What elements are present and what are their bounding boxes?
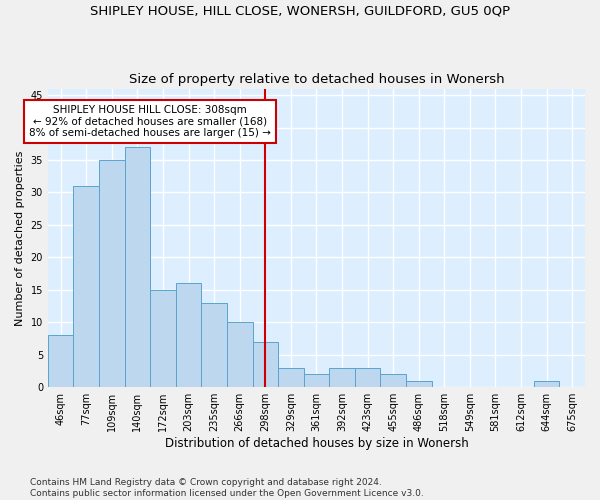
Bar: [176, 284, 202, 387]
Bar: [380, 374, 406, 387]
Bar: [329, 368, 355, 387]
Text: Contains HM Land Registry data © Crown copyright and database right 2024.
Contai: Contains HM Land Registry data © Crown c…: [30, 478, 424, 498]
Bar: [125, 147, 150, 387]
Bar: [73, 186, 99, 387]
Bar: [227, 322, 253, 387]
Bar: [202, 303, 227, 387]
Bar: [48, 336, 73, 387]
Bar: [534, 380, 559, 387]
Bar: [278, 368, 304, 387]
Text: SHIPLEY HOUSE HILL CLOSE: 308sqm
← 92% of detached houses are smaller (168)
8% o: SHIPLEY HOUSE HILL CLOSE: 308sqm ← 92% o…: [29, 105, 271, 138]
Text: SHIPLEY HOUSE, HILL CLOSE, WONERSH, GUILDFORD, GU5 0QP: SHIPLEY HOUSE, HILL CLOSE, WONERSH, GUIL…: [90, 5, 510, 18]
Bar: [304, 374, 329, 387]
X-axis label: Distribution of detached houses by size in Wonersh: Distribution of detached houses by size …: [164, 437, 469, 450]
Bar: [99, 160, 125, 387]
Y-axis label: Number of detached properties: Number of detached properties: [15, 150, 25, 326]
Bar: [355, 368, 380, 387]
Title: Size of property relative to detached houses in Wonersh: Size of property relative to detached ho…: [128, 73, 504, 86]
Bar: [406, 380, 431, 387]
Bar: [253, 342, 278, 387]
Bar: [150, 290, 176, 387]
